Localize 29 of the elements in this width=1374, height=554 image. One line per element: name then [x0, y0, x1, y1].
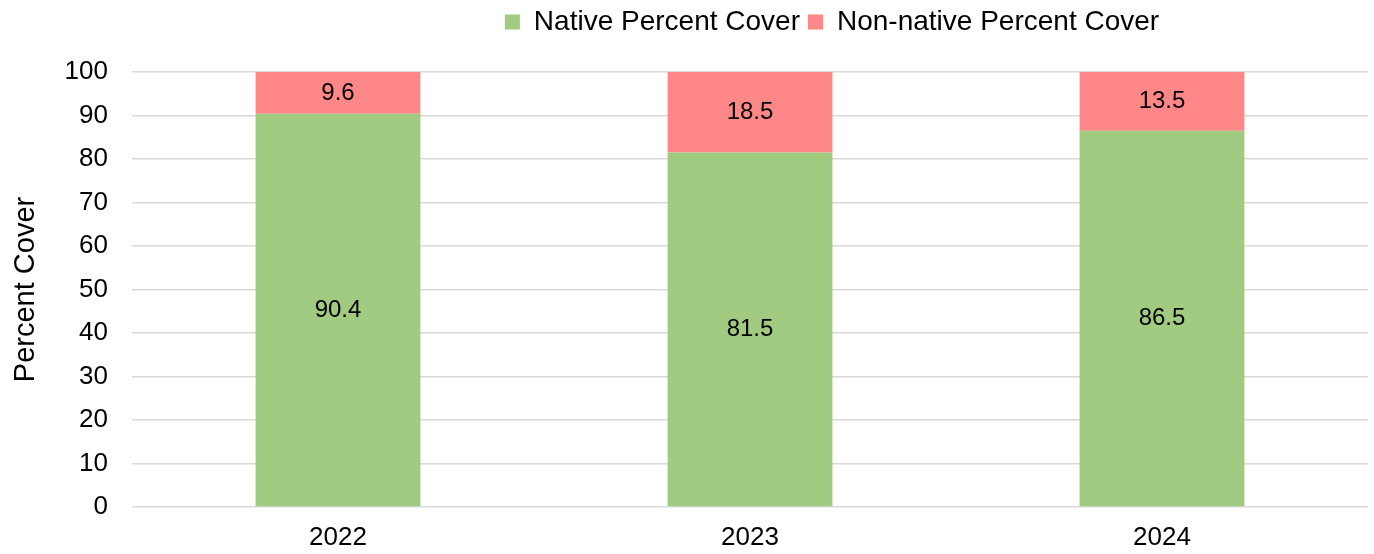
y-tick-label: 30: [79, 359, 108, 390]
x-tick-label: 2022: [309, 520, 367, 551]
y-tick-label: 40: [79, 316, 108, 347]
bar: [1079, 72, 1245, 131]
data-label: 13.5: [1138, 85, 1186, 113]
bar: [667, 152, 833, 507]
legend-label: Native Percent Cover: [533, 4, 800, 36]
y-tick-label: 90: [79, 98, 108, 129]
y-tick-label: 50: [79, 272, 108, 303]
y-tick-label: 60: [79, 229, 108, 260]
y-tick-label: 80: [79, 142, 108, 173]
data-label: 9.6: [321, 77, 355, 105]
y-tick-label: 20: [79, 403, 108, 434]
data-label: 86.5: [1138, 303, 1186, 331]
x-tick-label: 2023: [721, 520, 779, 551]
x-tick-label: 2024: [1133, 520, 1191, 551]
y-tick-label: 70: [79, 185, 108, 216]
bar: [255, 113, 421, 507]
data-label: 90.4: [314, 294, 362, 322]
data-label: 81.5: [726, 313, 774, 341]
data-label: 18.5: [726, 96, 774, 124]
bar: [1079, 130, 1245, 507]
y-tick-label: 0: [93, 490, 108, 521]
bar: [255, 72, 421, 114]
bar: [667, 72, 833, 153]
y-tick-label: 100: [64, 55, 108, 86]
legend-label: Non-native Percent Cover: [836, 4, 1160, 36]
y-tick-label: 10: [79, 446, 108, 477]
y-axis-title: Percent Cover: [8, 196, 41, 383]
